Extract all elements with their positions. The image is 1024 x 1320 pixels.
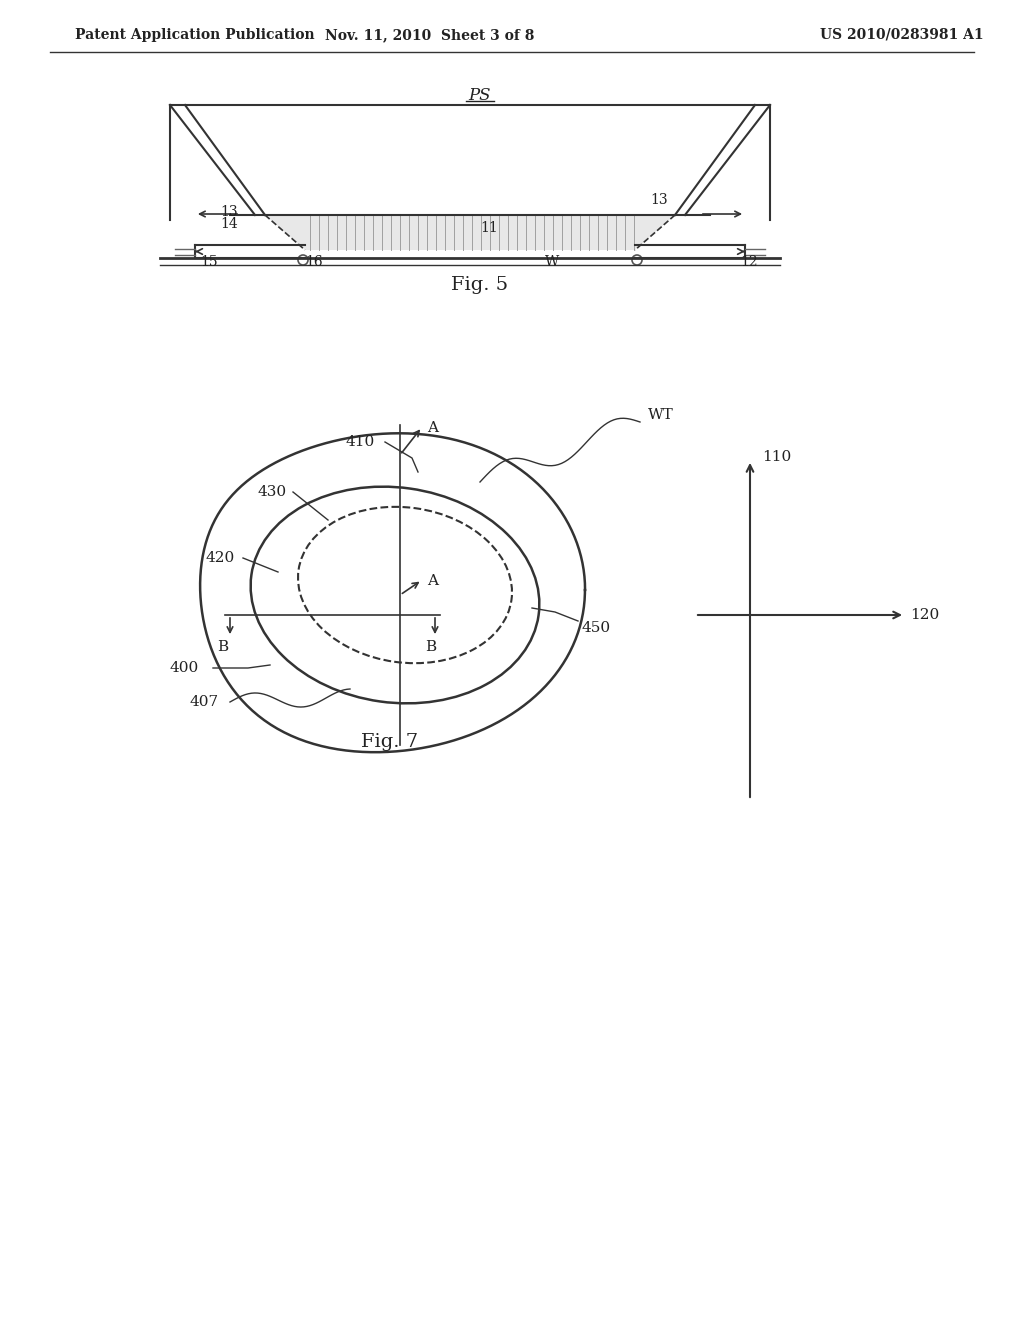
Text: W: W xyxy=(545,255,559,269)
Text: 430: 430 xyxy=(258,484,287,499)
Text: 410: 410 xyxy=(345,436,374,449)
Text: Fig. 5: Fig. 5 xyxy=(452,276,509,294)
Polygon shape xyxy=(265,215,675,249)
Text: 14: 14 xyxy=(220,216,238,231)
Text: WT: WT xyxy=(648,408,674,422)
Text: PS: PS xyxy=(469,87,492,103)
Text: Fig. 7: Fig. 7 xyxy=(361,733,419,751)
Text: 420: 420 xyxy=(205,550,234,565)
Text: 120: 120 xyxy=(910,609,939,622)
Text: 16: 16 xyxy=(305,255,323,269)
Text: US 2010/0283981 A1: US 2010/0283981 A1 xyxy=(820,28,984,42)
Text: 400: 400 xyxy=(170,661,200,675)
Text: 110: 110 xyxy=(762,450,792,465)
Text: Nov. 11, 2010  Sheet 3 of 8: Nov. 11, 2010 Sheet 3 of 8 xyxy=(326,28,535,42)
Text: Patent Application Publication: Patent Application Publication xyxy=(75,28,314,42)
Text: 407: 407 xyxy=(190,696,219,709)
Text: B: B xyxy=(217,640,228,653)
Text: A: A xyxy=(427,421,438,436)
Text: 450: 450 xyxy=(582,620,611,635)
Text: 13: 13 xyxy=(650,193,668,207)
Text: 12: 12 xyxy=(740,255,758,269)
Text: 13: 13 xyxy=(220,205,238,219)
Text: 15: 15 xyxy=(200,255,218,269)
Text: 11: 11 xyxy=(480,220,498,235)
Text: A: A xyxy=(427,574,438,587)
Text: B: B xyxy=(425,640,436,653)
